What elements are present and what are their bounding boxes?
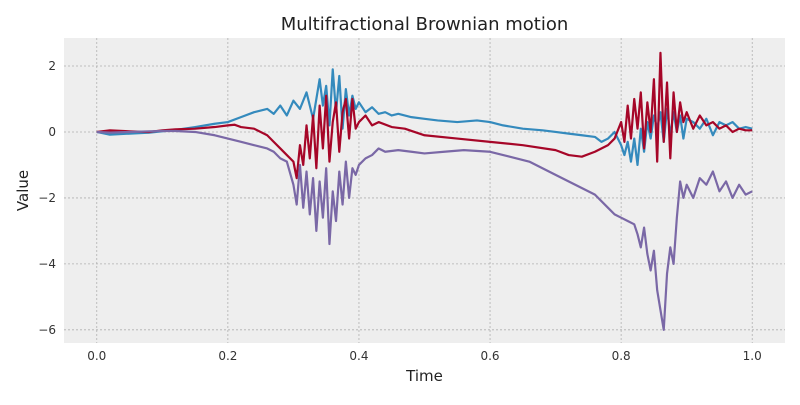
series-line-2 [96, 51, 753, 180]
x-tick-label: 0.4 [349, 349, 368, 363]
x-tick-label: 1.0 [743, 349, 762, 363]
tick-labels: 0.0 0.2 0.4 0.6 0.8 1.0 −6 −4 −2 0 2 [38, 59, 761, 363]
x-tick-label: 0.0 [87, 349, 106, 363]
chart-title: Multifractional Brownian motion [281, 14, 569, 35]
y-axis-label: Value [14, 170, 32, 211]
x-tick-label: 0.2 [218, 349, 237, 363]
y-tick-label: 0 [48, 125, 56, 139]
y-tick-label: −2 [38, 191, 56, 205]
series-lines [96, 51, 753, 331]
x-axis-label: Time [405, 367, 443, 385]
y-tick-label: −6 [38, 323, 56, 337]
plot-background [64, 38, 785, 343]
x-tick-label: 0.8 [612, 349, 631, 363]
series-line-3 [96, 129, 753, 331]
y-tick-label: 2 [48, 59, 56, 73]
y-tick-label: −4 [38, 257, 56, 271]
x-tick-label: 0.6 [480, 349, 499, 363]
